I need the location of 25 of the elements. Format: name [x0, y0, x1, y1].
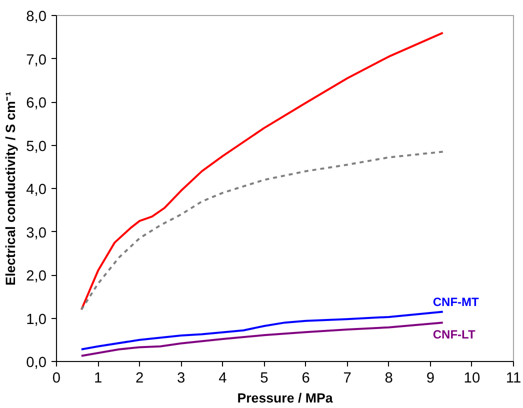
x-tick-label: 10	[464, 370, 480, 386]
series-label: CNF-LT	[432, 328, 476, 342]
y-tick-label: 1,0	[26, 312, 46, 328]
y-tick-label: 2,0	[26, 268, 46, 284]
x-tick-label: 5	[260, 370, 268, 386]
x-tick-label: 9	[426, 370, 434, 386]
series-label: CNF-MT	[432, 294, 480, 309]
x-tick-label: 7	[343, 370, 352, 386]
x-tick-label: 0	[52, 370, 61, 386]
x-tick-label: 6	[302, 370, 310, 386]
y-tick-label: 6,0	[26, 96, 46, 112]
x-tick-label: 8	[384, 370, 393, 386]
y-tick-label: 5,0	[26, 138, 46, 155]
x-tick-label: 3	[177, 370, 186, 386]
x-axis-title: Pressure / MPa	[237, 390, 334, 406]
y-tick-label: 0,0	[26, 355, 46, 371]
x-tick-label: 11	[506, 370, 522, 386]
y-tick-label: 4,0	[26, 182, 46, 198]
y-axis-title: Electrical conductivity / S cm⁻¹	[3, 91, 18, 286]
x-tick-label: 4	[218, 370, 227, 386]
y-tick-label: 8,0	[26, 9, 46, 25]
y-tick-label: 3,0	[26, 225, 46, 242]
x-tick-label: 2	[136, 370, 144, 386]
y-tick-label: 7,0	[26, 52, 46, 68]
x-tick-label: 1	[94, 370, 102, 386]
